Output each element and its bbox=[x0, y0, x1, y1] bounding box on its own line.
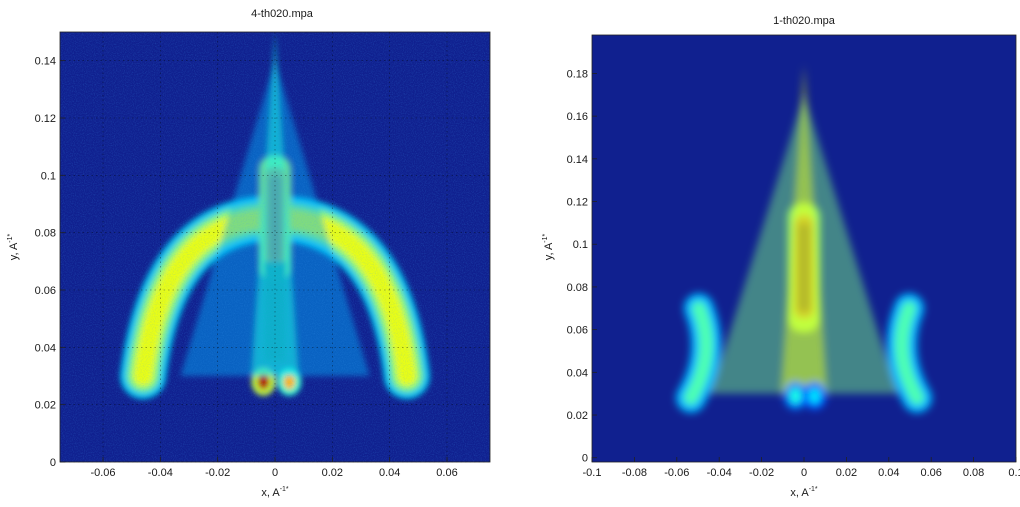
heatmap-chart-left: 4-th020.mpa -0.06 -0.04 -0.02 0 0.02 0.04 0.06… bbox=[7, 8, 491, 499]
y-tick-label: 0.12 bbox=[35, 113, 56, 125]
x-tick-label: -0.08 bbox=[622, 467, 647, 479]
y-tick-label: 0.18 bbox=[567, 68, 588, 80]
heatmap-panel-left: 4-th020.mpa -0.06 -0.04 -0.02 0 0.02 0.04 0.06… bbox=[0, 0, 510, 502]
hotspot-core bbox=[808, 387, 821, 404]
y-tick-label: 0.04 bbox=[35, 342, 56, 354]
x-tick-label: -0.1 bbox=[583, 467, 602, 479]
y-tick-label: 0.06 bbox=[567, 325, 588, 337]
x-tick-label: 0.1 bbox=[1008, 467, 1020, 479]
x-tick-label: -0.02 bbox=[205, 467, 230, 479]
x-tick-label: -0.04 bbox=[707, 467, 732, 479]
y-tick-label: 0.14 bbox=[567, 154, 588, 166]
axes-right: -0.1 -0.08 -0.06 -0.04 -0.02 0 0.02 0.04 0.06 0.0… bbox=[567, 68, 1020, 479]
x-tick-label: -0.06 bbox=[664, 467, 689, 479]
y-tick-label: 0.08 bbox=[35, 228, 56, 240]
x-tick-label: -0.02 bbox=[749, 467, 774, 479]
y-tick-label: 0.12 bbox=[567, 197, 588, 209]
y-axis-label-left: y, A-1* bbox=[7, 233, 20, 260]
axes-left: -0.06 -0.04 -0.02 0 0.02 0.04 0.06 0 0.02 0.04 0.0… bbox=[35, 56, 458, 479]
y-tick-label: 0.02 bbox=[567, 410, 588, 422]
heatmap-plot-right bbox=[592, 35, 1016, 462]
x-axis-label-left: x, A-1* bbox=[261, 486, 289, 499]
central-cone bbox=[780, 64, 828, 394]
y-tick-label: 0.14 bbox=[35, 56, 56, 68]
y-tick-label: 0 bbox=[582, 453, 588, 465]
x-tick-label: -0.04 bbox=[148, 467, 173, 479]
wing-core bbox=[683, 301, 714, 405]
heatmap-plot-left bbox=[60, 32, 490, 462]
x-tick-label: 0 bbox=[801, 467, 807, 479]
heatmap-chart-right: 1-th020.mpa -0.1 -0.08 -0.06 -0.04 -0.02 0 0.0… bbox=[542, 15, 1020, 499]
chart-title-right: 1-th020.mpa bbox=[773, 15, 836, 27]
x-tick-label: 0.06 bbox=[920, 467, 941, 479]
y-tick-label: 0.06 bbox=[35, 285, 56, 297]
intensity-layer bbox=[675, 64, 933, 413]
y-tick-label: 0.1 bbox=[573, 239, 588, 251]
speckle-noise bbox=[60, 32, 490, 462]
x-tick-label: 0.02 bbox=[322, 467, 343, 479]
x-axis-label-right: x, A-1* bbox=[790, 486, 818, 499]
x-tick-label: 0.06 bbox=[436, 467, 457, 479]
x-tick-label: 0.02 bbox=[836, 467, 857, 479]
y-tick-label: 0.1 bbox=[41, 170, 56, 182]
hotspot-core bbox=[789, 387, 802, 404]
y-tick-label: 0.04 bbox=[567, 367, 588, 379]
chart-title-left: 4-th020.mpa bbox=[251, 8, 314, 20]
y-tick-label: 0 bbox=[50, 457, 56, 469]
heatmap-panel-right: 1-th020.mpa -0.1 -0.08 -0.06 -0.04 -0.02 0 0.0… bbox=[510, 0, 1020, 502]
x-tick-label: -0.06 bbox=[90, 467, 115, 479]
x-tick-label: 0.04 bbox=[379, 467, 400, 479]
x-tick-label: 0.04 bbox=[878, 467, 899, 479]
wing-core bbox=[894, 301, 925, 405]
y-tick-label: 0.08 bbox=[567, 282, 588, 294]
y-tick-label: 0.16 bbox=[567, 111, 588, 123]
x-tick-label: 0 bbox=[272, 467, 278, 479]
y-axis-label-right: y, A-1* bbox=[542, 233, 555, 260]
x-tick-label: 0.08 bbox=[963, 467, 984, 479]
y-tick-label: 0.02 bbox=[35, 400, 56, 412]
